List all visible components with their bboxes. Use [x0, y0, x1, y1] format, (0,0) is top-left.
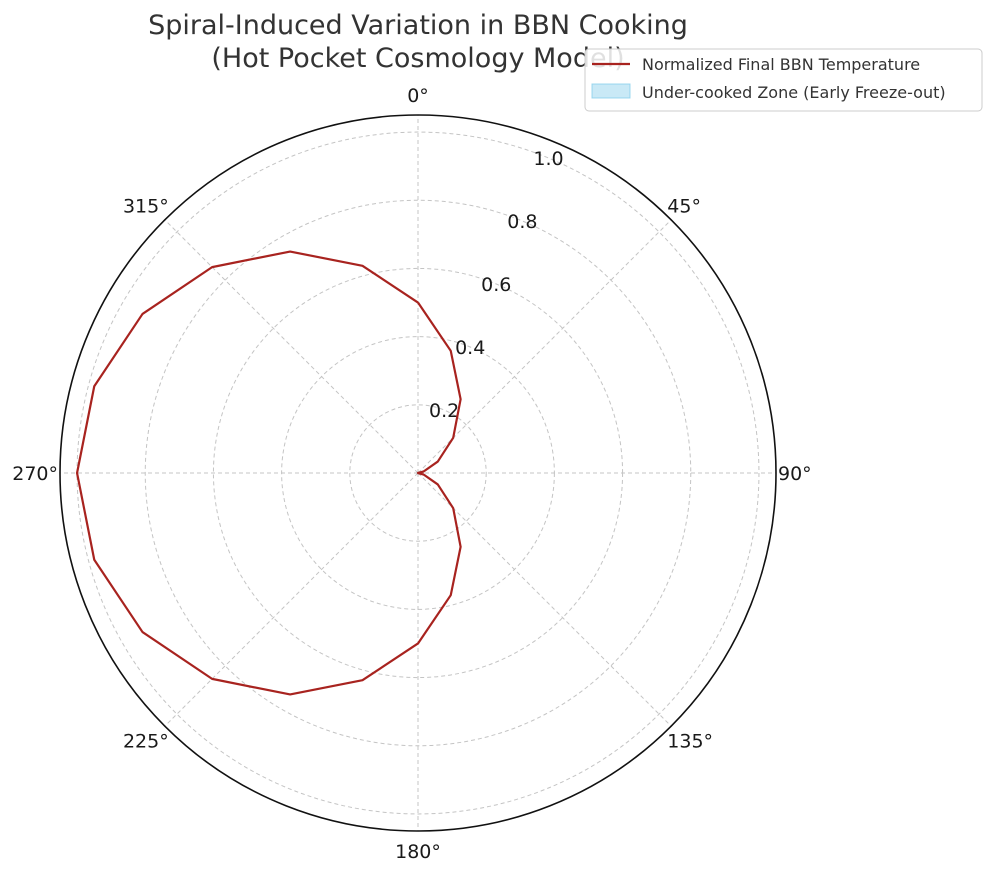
legend-area-swatch: [591, 83, 631, 99]
angle-tick-labels: 0° 45° 90° 135° 180° 225° 270° 315°: [12, 85, 811, 863]
angular-gridline-1: [417, 219, 672, 474]
angle-tick-label-0: 0°: [407, 85, 429, 107]
angle-tick-label-45: 45°: [667, 196, 701, 218]
series-layer: [75, 250, 462, 696]
radial-tick-label-3: 0.8: [507, 211, 537, 233]
angle-tick-label-225: 225°: [123, 730, 169, 752]
angle-tick-label-135: 135°: [667, 730, 713, 752]
radial-tick-label-1: 0.4: [455, 337, 485, 359]
chart-title-line-1: Spiral-Induced Variation in BBN Cooking: [148, 10, 688, 41]
legend-label-temperature: Normalized Final BBN Temperature: [642, 55, 920, 74]
angle-tick-label-270: 270°: [12, 463, 58, 485]
series-line-bbn-temperature: [75, 250, 462, 696]
radial-gridline-0: [349, 404, 487, 542]
legend-label-under-cooked: Under-cooked Zone (Early Freeze-out): [642, 83, 946, 102]
radial-tick-label-4: 1.0: [533, 148, 563, 170]
angular-gridline-5: [164, 472, 419, 727]
angular-gridline-3: [417, 472, 672, 727]
radial-tick-label-0: 0.2: [429, 400, 459, 422]
radial-gridline-4: [76, 131, 760, 815]
chart-title-line-2: (Hot Pocket Cosmology Model): [211, 43, 624, 74]
polar-frame: [59, 114, 777, 832]
angle-tick-label-180: 180°: [395, 841, 441, 863]
radial-gridline-3: [144, 199, 692, 747]
polar-grid: [60, 115, 776, 831]
radial-tick-label-2: 0.6: [481, 274, 511, 296]
legend-frame: [584, 48, 983, 112]
angle-tick-label-315: 315°: [123, 196, 169, 218]
angle-tick-label-90: 90°: [778, 463, 812, 485]
legend: Normalized Final BBN Temperature Under-c…: [584, 48, 983, 112]
angular-gridline-7: [164, 219, 419, 474]
radial-tick-labels: 0.2 0.4 0.6 0.8 1.0: [429, 148, 564, 422]
